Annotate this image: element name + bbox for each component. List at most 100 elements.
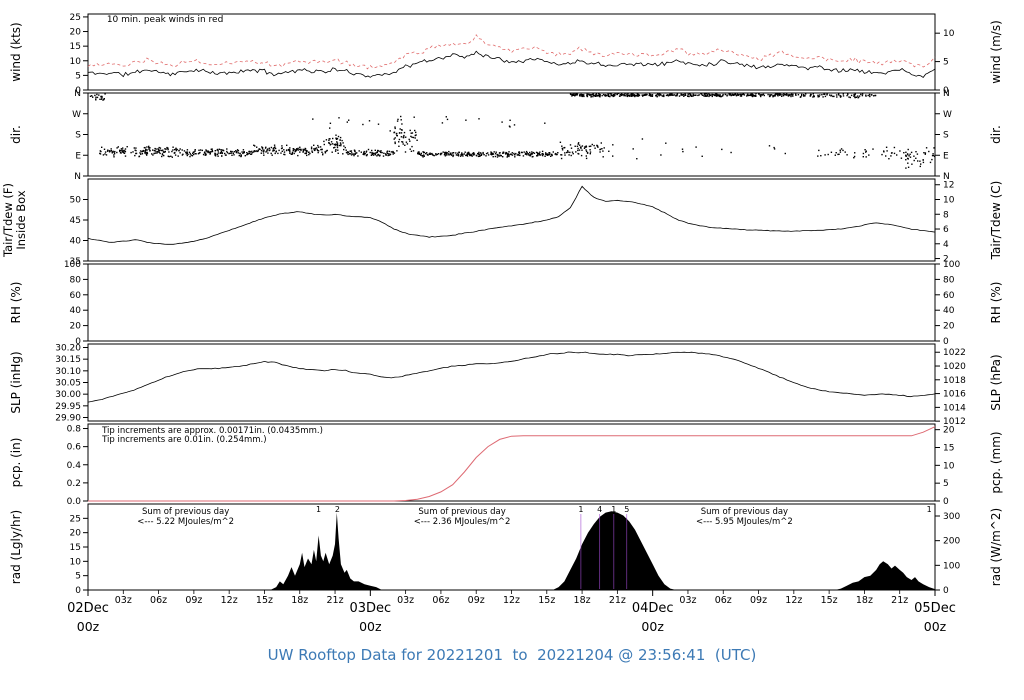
svg-text:100: 100 <box>943 561 960 571</box>
svg-text:0: 0 <box>943 497 949 507</box>
svg-text:1018: 1018 <box>943 376 966 386</box>
svg-text:29.95: 29.95 <box>55 402 81 412</box>
svg-text:RH (%): RH (%) <box>9 282 23 324</box>
svg-text:35: 35 <box>70 257 81 267</box>
svg-text:45: 45 <box>70 216 81 226</box>
svg-text:0.8: 0.8 <box>67 425 82 435</box>
svg-text:29.90: 29.90 <box>55 414 81 424</box>
svg-text:2: 2 <box>335 505 340 514</box>
svg-text:10: 10 <box>943 29 955 39</box>
svg-text:S: S <box>943 131 949 141</box>
svg-text:5: 5 <box>75 572 81 582</box>
svg-text:40: 40 <box>943 306 955 316</box>
svg-text:20: 20 <box>70 322 82 332</box>
svg-text:200: 200 <box>943 537 960 547</box>
svg-text:20: 20 <box>70 28 82 38</box>
svg-text:0.6: 0.6 <box>67 443 82 453</box>
svg-text:N: N <box>74 89 81 99</box>
svg-text:80: 80 <box>943 275 955 285</box>
svg-text:06z: 06z <box>150 595 167 606</box>
svg-text:pcp. (mm): pcp. (mm) <box>989 431 1003 493</box>
svg-text:18z: 18z <box>291 595 308 606</box>
svg-text:06z: 06z <box>715 595 732 606</box>
svg-text:04Dec: 04Dec <box>632 601 674 616</box>
svg-text:Sum of previous day: Sum of previous day <box>701 507 788 517</box>
svg-text:RH (%): RH (%) <box>989 282 1003 324</box>
svg-text:12: 12 <box>943 181 954 191</box>
svg-text:SLP (inHg): SLP (inHg) <box>9 351 23 413</box>
svg-text:<--- 5.95 MJoules/m^2: <--- 5.95 MJoules/m^2 <box>696 517 793 527</box>
svg-text:E: E <box>75 151 81 161</box>
svg-text:<--- 5.22 MJoules/m^2: <--- 5.22 MJoules/m^2 <box>137 517 234 527</box>
svg-text:06z: 06z <box>432 595 449 606</box>
panel-pcp: 0.0 0.2 0.4 0.6 0.8 0 5 10 15 20 pcp. (in) pcp. (mm… <box>9 423 1003 507</box>
panel-temp: 35 40 45 50 2 4 6 8 10 12 Tair/Tdew (F) Inside Box T… <box>1 178 1003 267</box>
svg-text:03z: 03z <box>679 595 696 606</box>
svg-text:21z: 21z <box>327 595 344 606</box>
svg-text:00z: 00z <box>924 619 947 634</box>
svg-text:09z: 09z <box>468 595 485 606</box>
weather-multipanel-chart: 0 5 10 15 20 25 0 5 10 wind (kts) wind (m/s) 10 min… <box>1 13 1003 634</box>
svg-text:18z: 18z <box>856 595 873 606</box>
svg-text:20: 20 <box>943 322 955 332</box>
svg-text:03z: 03z <box>397 595 414 606</box>
svg-text:1016: 1016 <box>943 390 966 400</box>
svg-text:12z: 12z <box>785 595 802 606</box>
svg-text:0.0: 0.0 <box>67 497 82 507</box>
svg-text:15z: 15z <box>538 595 555 606</box>
svg-text:15: 15 <box>70 42 81 52</box>
svg-text:Sum of previous day: Sum of previous day <box>142 507 229 517</box>
svg-text:10: 10 <box>943 461 955 471</box>
svg-text:20: 20 <box>70 529 82 539</box>
svg-text:6: 6 <box>943 225 949 235</box>
svg-text:30.20: 30.20 <box>55 344 81 354</box>
svg-text:pcp. (in): pcp. (in) <box>9 438 23 488</box>
svg-text:25: 25 <box>70 13 81 23</box>
svg-text:09z: 09z <box>185 595 202 606</box>
svg-text:Tip increments are approx. 0.0: Tip increments are approx. 0.00171in. (0… <box>101 426 323 436</box>
svg-text:00z: 00z <box>359 619 382 634</box>
svg-text:4: 4 <box>597 505 602 514</box>
svg-text:15: 15 <box>943 443 954 453</box>
svg-text:N: N <box>74 172 81 182</box>
svg-text:10: 10 <box>70 557 82 567</box>
svg-text:0.4: 0.4 <box>67 461 82 471</box>
svg-text:0: 0 <box>943 586 949 596</box>
panel-rh: 0 20 40 60 80 100 0 20 40 60 80 100 RH (%) RH (%) <box>9 260 1003 347</box>
svg-text:1022: 1022 <box>943 348 966 358</box>
svg-text:25: 25 <box>70 514 81 524</box>
svg-text:N: N <box>943 172 950 182</box>
svg-text:02Dec: 02Dec <box>67 601 109 616</box>
panel-wind: 0 5 10 15 20 25 0 5 10 wind (kts) wind (m/s) 10 min… <box>9 13 1003 96</box>
chart-footer-title: UW Rooftop Data for 20221201 to 20221204… <box>267 646 757 664</box>
svg-text:1: 1 <box>578 505 583 514</box>
svg-text:12z: 12z <box>221 595 238 606</box>
svg-text:5: 5 <box>943 479 949 489</box>
svg-text:30.05: 30.05 <box>55 379 81 389</box>
svg-text:40: 40 <box>70 306 82 316</box>
svg-text:0: 0 <box>75 86 81 96</box>
svg-text:Inside Box: Inside Box <box>14 190 28 249</box>
svg-text:1020: 1020 <box>943 362 966 372</box>
svg-text:0: 0 <box>75 586 81 596</box>
svg-text:4: 4 <box>943 240 949 250</box>
svg-text:00z: 00z <box>641 619 664 634</box>
svg-text:1: 1 <box>927 505 932 514</box>
svg-text:<--- 2.36 MJoules/m^2: <--- 2.36 MJoules/m^2 <box>414 517 511 527</box>
svg-text:Tip increments are 0.01in. (0.: Tip increments are 0.01in. (0.254mm.) <box>101 435 266 445</box>
svg-text:2: 2 <box>943 255 949 265</box>
svg-text:15z: 15z <box>256 595 273 606</box>
svg-text:dir.: dir. <box>9 125 23 144</box>
svg-text:09z: 09z <box>750 595 767 606</box>
svg-text:20: 20 <box>943 426 955 436</box>
svg-text:1: 1 <box>611 505 616 514</box>
svg-text:8: 8 <box>943 210 949 220</box>
svg-text:03z: 03z <box>115 595 132 606</box>
svg-text:100: 100 <box>943 260 960 270</box>
svg-text:15: 15 <box>70 543 81 553</box>
svg-text:10: 10 <box>943 196 955 206</box>
svg-text:10: 10 <box>70 57 82 67</box>
